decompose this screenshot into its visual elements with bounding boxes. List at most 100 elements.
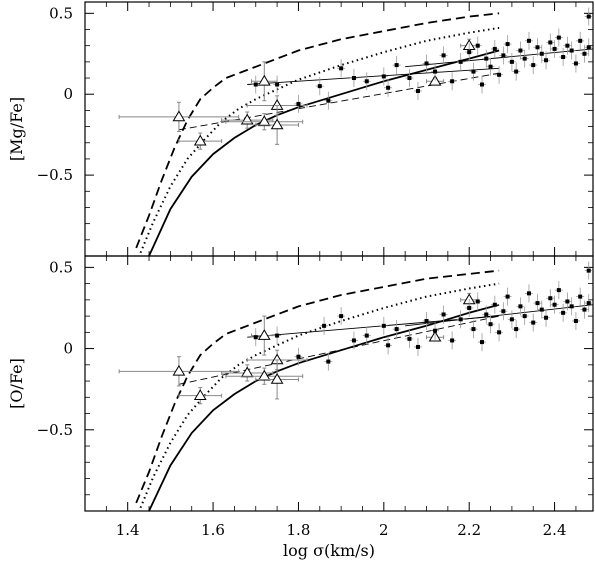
- data-point: [556, 35, 561, 40]
- data-point: [569, 48, 574, 53]
- data-point: [497, 330, 502, 335]
- triangle-marker: [257, 74, 271, 86]
- data-point: [522, 56, 527, 61]
- x-tick-label: 2: [379, 521, 389, 539]
- y-tick-label: 0.5: [49, 258, 73, 276]
- data-point: [253, 82, 258, 87]
- data-point: [539, 51, 544, 56]
- data-point: [433, 69, 438, 74]
- x-tick-label: 2.2: [457, 521, 481, 539]
- data-point: [578, 294, 583, 299]
- data-point: [441, 53, 446, 58]
- data-point: [364, 79, 369, 84]
- data-point: [561, 310, 566, 315]
- model-curve-dashed: [135, 269, 500, 504]
- data-point: [326, 359, 331, 364]
- triangle-marker: [257, 115, 271, 127]
- data-point: [351, 338, 356, 343]
- x-tick-label: 1.8: [287, 521, 311, 539]
- data-point: [407, 76, 412, 81]
- data-point: [484, 56, 489, 61]
- data-point: [531, 63, 536, 68]
- data-layer: [118, 261, 593, 511]
- data-point: [386, 343, 391, 348]
- data-point: [586, 301, 591, 306]
- data-point: [586, 45, 591, 50]
- data-point: [492, 302, 497, 307]
- data-point: [544, 58, 549, 63]
- data-point: [509, 317, 514, 322]
- data-point: [475, 299, 480, 304]
- data-point: [514, 327, 519, 332]
- triangle-marker: [257, 369, 271, 381]
- data-point: [509, 59, 514, 64]
- data-point: [424, 61, 429, 66]
- fit-line: [178, 315, 500, 385]
- fit-line: [247, 67, 500, 85]
- data-point: [561, 55, 566, 60]
- model-curve-solid: [148, 303, 500, 511]
- data-point: [514, 69, 519, 74]
- panel-mg-fe: 0.5 0 −0.5 [Mg/Fe]: [7, 1, 594, 257]
- data-point: [518, 304, 523, 309]
- data-point: [526, 38, 531, 43]
- data-point: [326, 98, 331, 103]
- data-point: [407, 336, 412, 341]
- data-point: [526, 291, 531, 296]
- triangle-marker: [193, 389, 207, 401]
- data-point: [386, 85, 391, 90]
- triangle-marker: [270, 372, 284, 384]
- fit-line: [405, 304, 593, 327]
- data-point: [275, 82, 280, 87]
- data-point: [492, 46, 497, 51]
- data-point: [505, 294, 510, 299]
- y-tick-label: 0.5: [49, 4, 73, 22]
- y-axis-label: [O/Fe]: [7, 358, 26, 409]
- data-point: [480, 82, 485, 87]
- data-point: [573, 61, 578, 66]
- data-point: [488, 64, 493, 69]
- data-point: [364, 333, 369, 338]
- data-point: [381, 323, 386, 328]
- data-point: [296, 354, 301, 359]
- data-point: [394, 327, 399, 332]
- data-point: [518, 48, 523, 53]
- data-point: [471, 69, 476, 74]
- triangle-marker: [270, 118, 284, 130]
- data-point: [552, 46, 557, 51]
- data-point: [317, 84, 322, 89]
- data-point: [471, 327, 476, 332]
- data-point: [586, 14, 591, 19]
- data-point: [535, 45, 540, 50]
- data-point: [556, 288, 561, 293]
- data-point: [501, 309, 506, 314]
- data-point: [548, 40, 553, 45]
- fit-line: [405, 48, 593, 68]
- data-point: [415, 344, 420, 349]
- data-point: [322, 323, 327, 328]
- y-tick-label: 0: [63, 340, 73, 358]
- model-curve-dashed: [135, 12, 500, 249]
- data-point: [339, 66, 344, 71]
- y-tick-label: −0.5: [37, 166, 73, 184]
- y-tick-label: 0: [63, 85, 73, 103]
- x-tick-label: 1.4: [116, 521, 140, 539]
- x-tick-label: 2.4: [543, 521, 567, 539]
- triangle-marker: [172, 110, 186, 122]
- x-tick-label: 1.6: [201, 521, 225, 539]
- data-point: [424, 318, 429, 323]
- data-point: [467, 50, 472, 55]
- triangle-marker: [240, 113, 254, 125]
- data-point: [475, 43, 480, 48]
- data-point: [548, 296, 553, 301]
- data-point: [458, 59, 463, 64]
- fit-line: [178, 72, 500, 131]
- data-point: [394, 63, 399, 68]
- data-point: [565, 299, 570, 304]
- triangle-marker: [172, 364, 186, 376]
- data-point: [573, 318, 578, 323]
- data-point: [480, 340, 485, 345]
- data-layer: [118, 7, 593, 256]
- model-curve-dotted: [139, 26, 500, 254]
